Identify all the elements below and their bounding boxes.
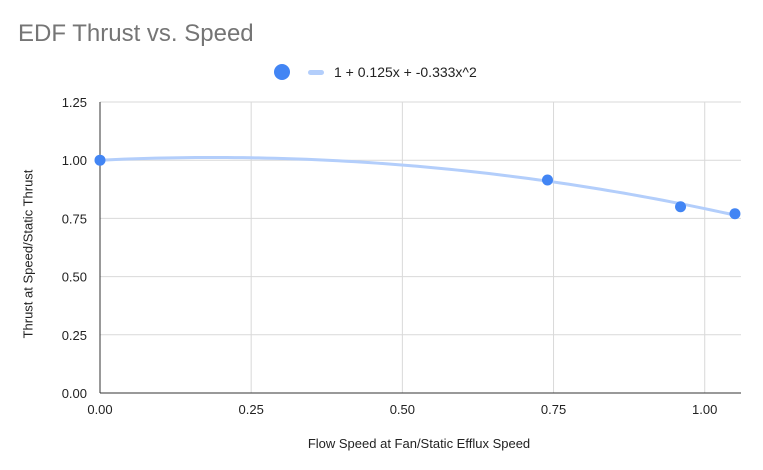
- chart-title: EDF Thrust vs. Speed: [18, 20, 254, 47]
- data-point: [94, 154, 106, 166]
- trendline: [98, 155, 737, 217]
- x-tick-label: 0.50: [390, 402, 415, 417]
- x-tick-label: 0.00: [87, 402, 112, 417]
- x-tick-label: 0.75: [541, 402, 566, 417]
- y-tick-label: 0.25: [62, 328, 87, 343]
- x-tick-label: 0.25: [239, 402, 264, 417]
- x-tick-label: 1.00: [692, 402, 717, 417]
- legend-trendline-swatch: [308, 69, 324, 75]
- y-tick-label: 0.00: [62, 386, 87, 401]
- data-point: [675, 201, 687, 213]
- y-tick-label: 0.75: [62, 211, 87, 226]
- legend-series-marker: [274, 64, 290, 80]
- legend-trendline-label: 1 + 0.125x + -0.333x^2: [334, 64, 477, 80]
- data-point: [729, 208, 741, 220]
- x-axis-label: Flow Speed at Fan/Static Efflux Speed: [307, 436, 531, 451]
- y-tick-label: 1.00: [62, 153, 87, 168]
- legend: 1 + 0.125x + -0.333x^2: [274, 62, 477, 82]
- y-tick-label: 0.50: [62, 270, 87, 285]
- data-point: [541, 174, 553, 186]
- y-tick-label: 1.25: [62, 95, 87, 110]
